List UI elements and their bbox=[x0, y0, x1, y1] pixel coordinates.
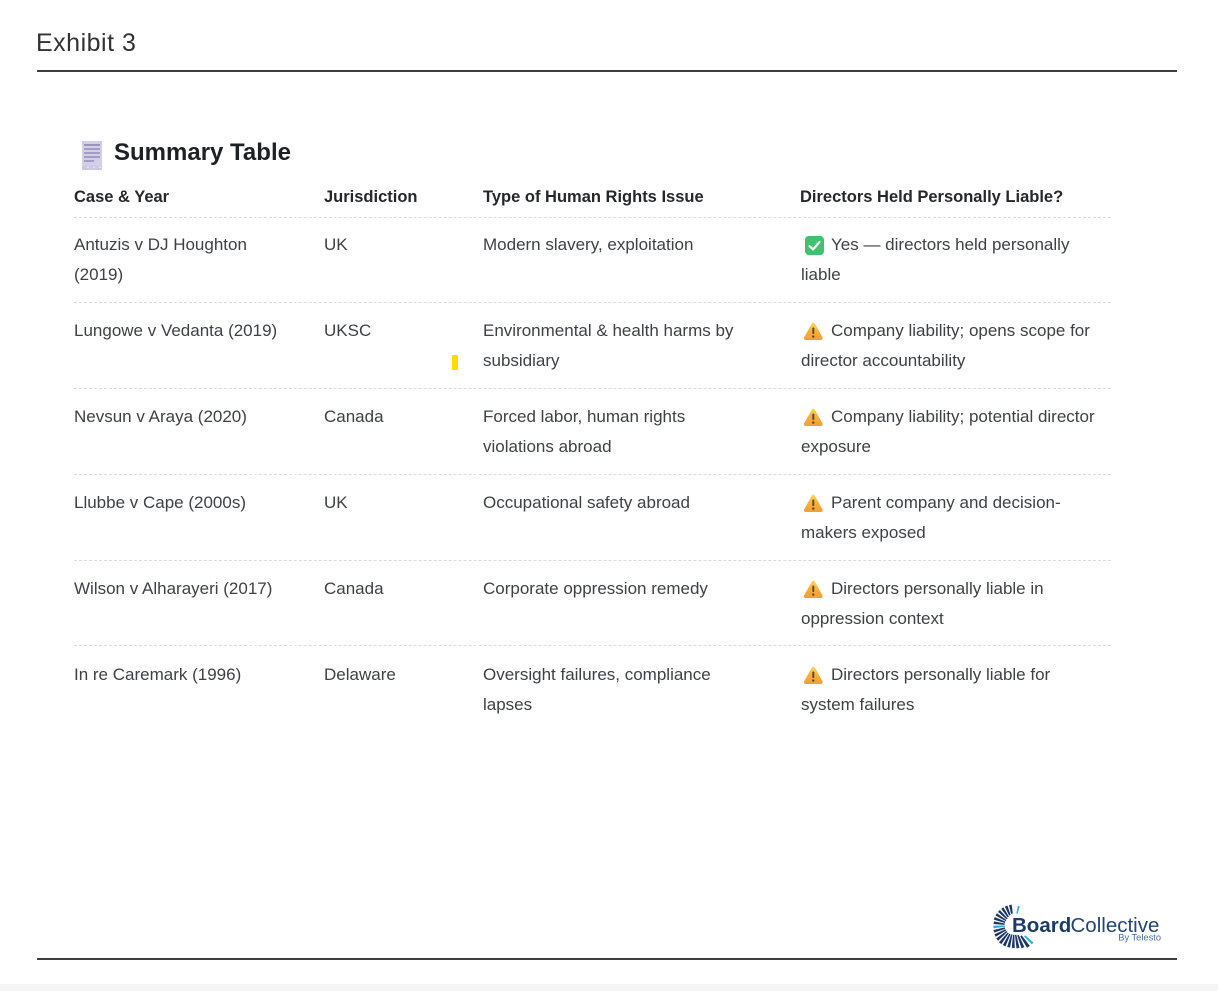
svg-text:By Telesto: By Telesto bbox=[1118, 933, 1161, 943]
svg-text:Collective: Collective bbox=[1071, 914, 1160, 937]
svg-text:Board: Board bbox=[1012, 914, 1071, 937]
